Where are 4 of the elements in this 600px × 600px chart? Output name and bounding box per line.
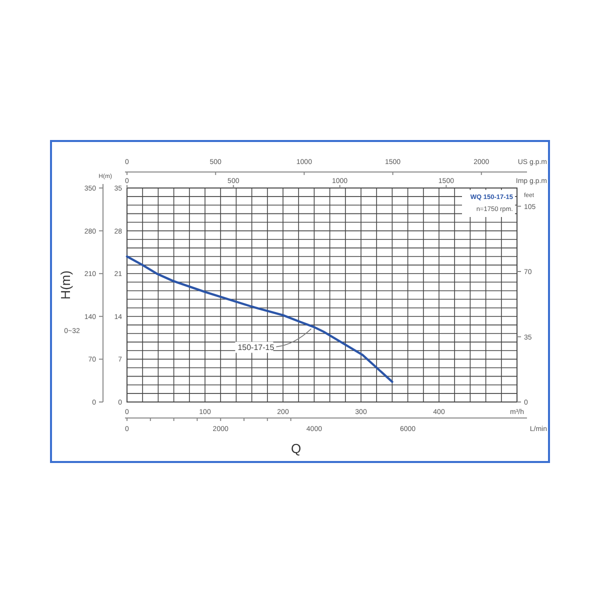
x-axis-title: Q [290, 441, 302, 456]
y2-axis-title: H(m) [58, 270, 73, 300]
annotation: 150-17-15 [238, 342, 275, 352]
line-series [126, 255, 394, 383]
